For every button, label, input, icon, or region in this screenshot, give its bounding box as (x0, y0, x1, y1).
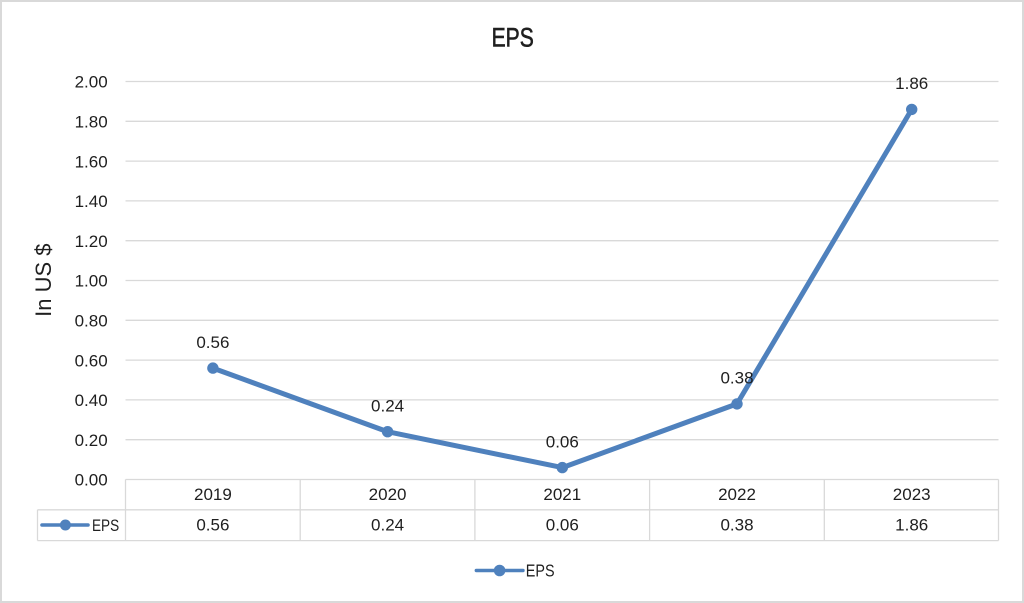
svg-text:1.86: 1.86 (895, 515, 928, 534)
svg-text:EPS: EPS (92, 517, 119, 536)
svg-text:0.80: 0.80 (75, 312, 108, 331)
svg-text:0.06: 0.06 (546, 432, 579, 451)
svg-text:0.20: 0.20 (75, 431, 108, 450)
svg-text:In US $: In US $ (31, 244, 56, 317)
svg-text:0.24: 0.24 (371, 396, 404, 415)
svg-text:2023: 2023 (893, 485, 931, 504)
svg-text:1.40: 1.40 (75, 192, 108, 211)
svg-text:0.60: 0.60 (75, 351, 108, 370)
svg-text:0.00: 0.00 (75, 471, 108, 490)
svg-text:0.38: 0.38 (720, 369, 753, 388)
svg-text:0.56: 0.56 (196, 515, 229, 534)
svg-text:2020: 2020 (369, 485, 407, 504)
svg-text:0.40: 0.40 (75, 391, 108, 410)
svg-text:0.38: 0.38 (720, 515, 753, 534)
svg-text:0.56: 0.56 (196, 333, 229, 352)
svg-text:EPS: EPS (526, 561, 555, 581)
svg-text:2.00: 2.00 (75, 73, 108, 92)
svg-text:1.60: 1.60 (75, 152, 108, 171)
svg-text:1.86: 1.86 (895, 74, 928, 93)
svg-text:2019: 2019 (194, 485, 232, 504)
svg-text:2022: 2022 (718, 485, 756, 504)
svg-text:EPS: EPS (492, 23, 534, 53)
svg-text:1.00: 1.00 (75, 272, 108, 291)
svg-text:1.80: 1.80 (75, 113, 108, 132)
svg-text:0.06: 0.06 (546, 515, 579, 534)
svg-text:2021: 2021 (543, 485, 581, 504)
svg-text:1.20: 1.20 (75, 232, 108, 251)
svg-text:0.24: 0.24 (371, 515, 404, 534)
